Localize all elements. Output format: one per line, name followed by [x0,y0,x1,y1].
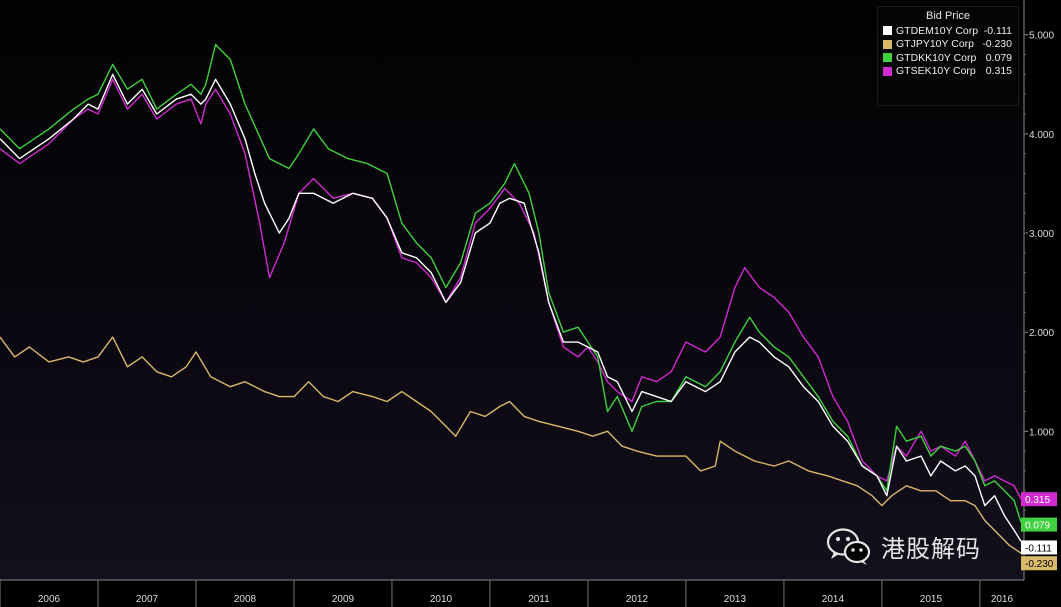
y-axis-ticks: 1.000 2.000 3.000 4.000 5.000 [1024,31,1054,531]
wechat-icon [826,528,871,565]
x-axis-ticks: 2006 2007 2008 2009 2010 2011 2012 2013 2014 2015… [0,580,1014,607]
watermark-text: 港股解码 [881,534,981,563]
legend-entry-name: GTJPY10Y Corp [896,38,975,51]
legend-entry-value: 0.315 [985,65,1012,78]
x-tick-label: 2008 [234,594,257,605]
x-tick-label: 2015 [920,594,943,605]
legend-swatch [883,39,892,49]
y-tick-label: 5.000 [1029,31,1054,42]
legend-entry-name: GTDEM10Y Corp [896,24,979,37]
legend-swatch [883,53,892,63]
x-tick-label: 2006 [38,594,61,605]
x-tick-label: 2009 [332,594,355,605]
legend-swatch [883,66,892,76]
y-tick-label: 4.000 [1029,130,1054,141]
end-label-text: 0.315 [1025,495,1050,506]
end-label-badge [1021,540,1057,555]
legend-entry-value: -0.230 [982,38,1012,51]
x-tick-label: 2010 [430,594,453,605]
y-tick-label: 2.000 [1029,328,1054,339]
end-label-badge [1021,492,1057,507]
legend-swatch [883,26,892,36]
x-tick-label: 2013 [724,594,747,605]
legend-entry-value: 0.079 [985,51,1012,64]
x-tick-label: 2011 [528,594,550,605]
x-tick-label: 2007 [136,594,159,605]
y-tick-label: 1.000 [1029,427,1054,438]
plot-area [0,0,1024,580]
legend-entry-name: GTDKK10Y Corp [896,51,977,64]
legend-entry: GTSEK10Y Corp 0.315 [878,65,1018,79]
legend-entry-name: GTSEK10Y Corp [896,65,976,78]
x-tick-label: 2014 [822,594,845,605]
legend-entry: GTDKK10Y Corp 0.079 [878,51,1018,65]
series-line [0,73,1022,542]
end-label-badge [1021,517,1057,532]
series-line [0,336,1022,554]
end-label-badge [1021,556,1057,571]
series-line [0,43,1022,523]
end-label-text: 0.079 [1025,521,1050,532]
x-tick-label: 2012 [626,594,649,605]
y-tick-label: 3.000 [1029,229,1054,240]
legend-entry: GTDEM10Y Corp -0.111 [878,24,1018,38]
legend: Bid Price GTDEM10Y Corp -0.111 GTJPY10Y … [877,6,1019,106]
end-label-text: -0.111 [1025,543,1052,554]
legend-title: Bid Price [925,10,971,22]
end-label-text: -0.230 [1025,559,1054,570]
end-labels: 0.315 0.079 -0.111 -0.230 [1021,492,1057,571]
series-line [0,78,1022,500]
series-lines [0,43,1022,554]
legend-entry: GTJPY10Y Corp -0.230 [878,38,1018,52]
watermark: 港股解码 [825,526,981,566]
legend-entry-value: -0.111 [983,24,1012,37]
x-tick-label: 2016 [991,594,1014,605]
